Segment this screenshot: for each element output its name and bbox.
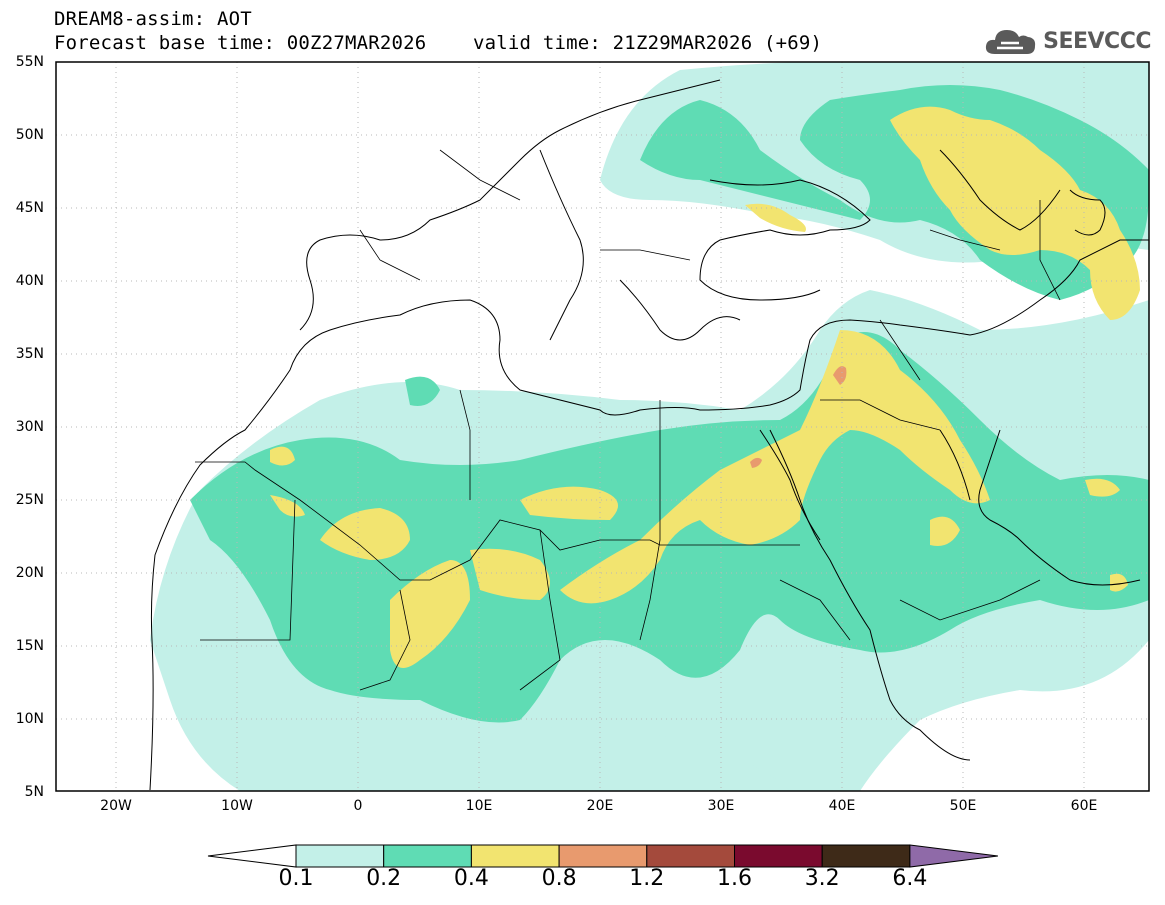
colorbar-label: 3.2 — [804, 866, 840, 891]
lat-label: 20N — [15, 565, 44, 581]
lon-label: 40E — [828, 798, 856, 814]
colorbar-segment — [470, 844, 560, 868]
colorbar — [207, 844, 998, 868]
lon-label: 0 — [353, 798, 363, 814]
coastlines — [149, 79, 1149, 791]
colorbar-label: 0.1 — [278, 866, 314, 891]
lon-label: 50E — [949, 798, 977, 814]
colorbar-segment — [295, 844, 385, 868]
aot-layer-0.8 — [750, 366, 847, 468]
colorbar-label: 0.8 — [541, 866, 577, 891]
colorbar-segment — [734, 844, 823, 868]
brand-name: SEEVCCC — [1043, 28, 1151, 54]
cloud-logo-icon — [986, 30, 1036, 54]
brand-logo: SEEVCCC — [983, 24, 1151, 58]
lat-label: 25N — [15, 492, 44, 508]
lon-label: 60E — [1070, 798, 1098, 814]
colorbar-segment-above — [909, 844, 998, 868]
lat-label: 5N — [24, 784, 44, 800]
lat-label: 35N — [15, 346, 44, 362]
colorbar-label: 0.2 — [366, 866, 402, 891]
lat-label: 40N — [15, 273, 44, 289]
country-borders — [195, 149, 1061, 691]
lat-label: 10N — [15, 711, 44, 727]
map-frame — [55, 61, 1150, 792]
colorbar-segment — [821, 844, 911, 868]
map-title: DREAM8-assim: AOT — [54, 8, 252, 30]
lat-label: 30N — [15, 419, 44, 435]
colorbar-label: 6.4 — [892, 866, 928, 891]
colorbar-label: 1.2 — [629, 866, 665, 891]
lat-label: 55N — [15, 54, 44, 70]
forecast-time-line: Forecast base time: 00Z27MAR2026 valid t… — [54, 32, 823, 54]
lat-label: 50N — [15, 127, 44, 143]
lon-label: 10W — [221, 798, 253, 814]
colorbar-label: 0.4 — [453, 866, 489, 891]
map-graticule — [56, 62, 1149, 791]
aot-layer-0.4 — [270, 106, 1140, 668]
colorbar-segment — [558, 844, 648, 868]
colorbar-segment — [646, 844, 735, 868]
lon-label: 10E — [465, 798, 493, 814]
lon-label: 20E — [586, 798, 614, 814]
lat-label: 45N — [15, 200, 44, 216]
lon-label: 20W — [100, 798, 132, 814]
colorbar-segment — [383, 844, 472, 868]
lat-label: 15N — [15, 638, 44, 654]
colorbar-label: 1.6 — [717, 866, 752, 891]
colorbar-segment-below — [207, 844, 297, 868]
lon-label: 30E — [707, 798, 735, 814]
